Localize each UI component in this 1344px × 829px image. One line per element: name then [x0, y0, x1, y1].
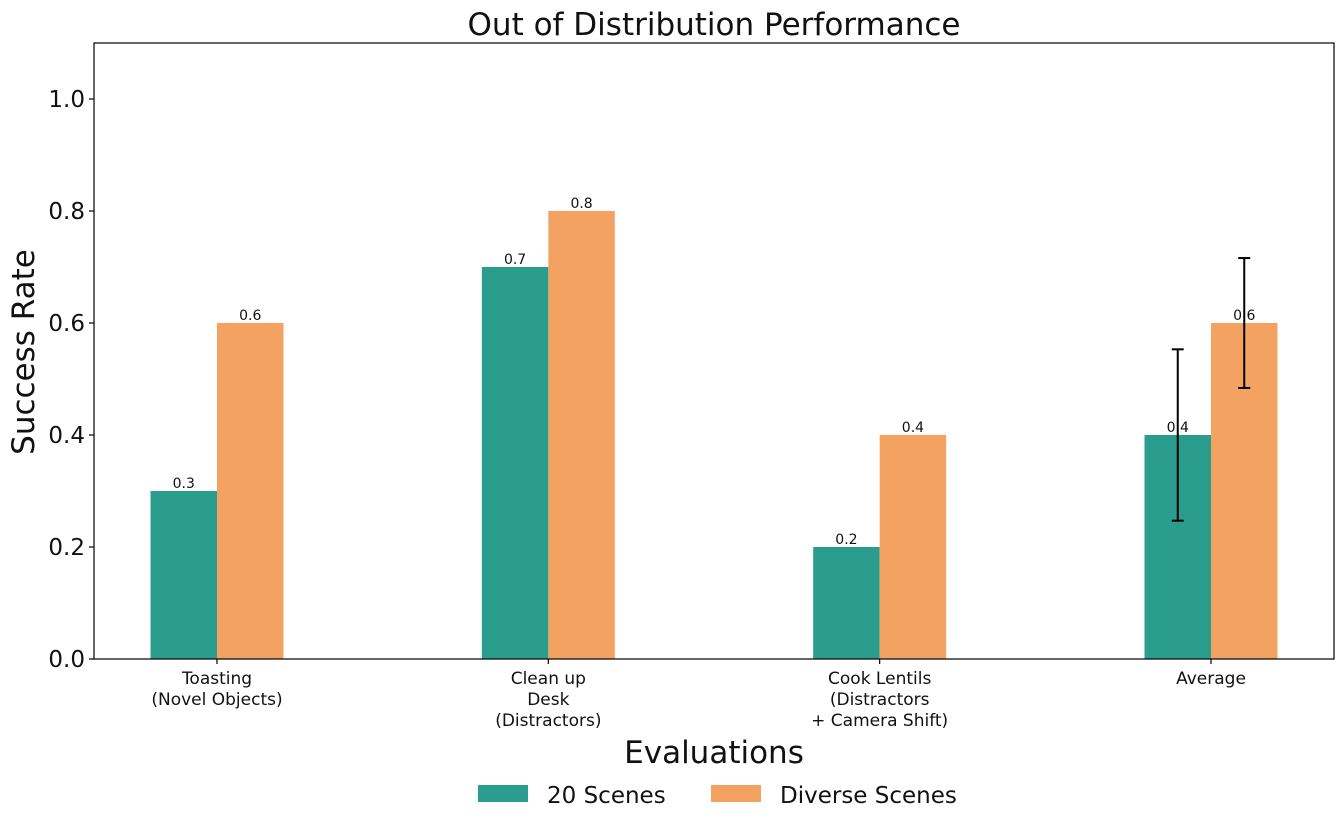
y-tick-label: 0.8: [48, 199, 85, 225]
bar-twenty-scenes: [150, 491, 217, 659]
legend: 20 Scenes Diverse Scenes: [478, 783, 957, 809]
data-label: 0.3: [173, 476, 195, 492]
bar-diverse-scenes: [217, 323, 284, 659]
y-tick-label: 0.4: [48, 423, 85, 449]
data-label: 0.7: [504, 252, 526, 268]
chart-title: Out of Distribution Performance: [468, 7, 961, 43]
x-tick-label: Cook Lentils: [828, 669, 931, 689]
legend-label: Diverse Scenes: [780, 783, 957, 809]
y-tick-label: 0.6: [48, 311, 85, 337]
data-label: 0.4: [902, 420, 924, 436]
x-tick-label: Desk: [527, 690, 569, 710]
legend-swatch: [478, 785, 528, 802]
x-tick-label: Clean up: [511, 669, 586, 689]
x-tick-label: (Novel Objects): [151, 690, 282, 710]
x-tick-label: (Distractors: [830, 690, 930, 710]
plot-area: 0.30.70.20.40.60.80.40.60.00.20.40.60.81…: [48, 42, 1335, 731]
legend-label: 20 Scenes: [547, 783, 666, 809]
x-axis-label: Evaluations: [624, 735, 804, 771]
y-tick-label: 0.0: [48, 647, 85, 673]
bar-twenty-scenes: [481, 267, 549, 659]
y-tick-label: 1.0: [48, 87, 85, 113]
x-tick-label: Toasting: [181, 669, 252, 689]
bar-diverse-scenes: [548, 211, 615, 659]
data-label: 0.2: [835, 532, 857, 548]
x-tick-label: Average: [1176, 669, 1246, 689]
data-label: 0.8: [570, 196, 592, 212]
data-label: 0.6: [239, 308, 261, 324]
plot-frame: [93, 42, 1335, 660]
x-tick-label: (Distractors): [495, 711, 601, 731]
bar-twenty-scenes: [813, 547, 880, 659]
y-tick-label: 0.2: [48, 535, 85, 561]
x-tick-label: + Camera Shift): [811, 711, 948, 731]
bar-diverse-scenes: [879, 435, 947, 659]
y-axis-label: Success Rate: [6, 249, 42, 455]
legend-swatch: [711, 785, 761, 802]
